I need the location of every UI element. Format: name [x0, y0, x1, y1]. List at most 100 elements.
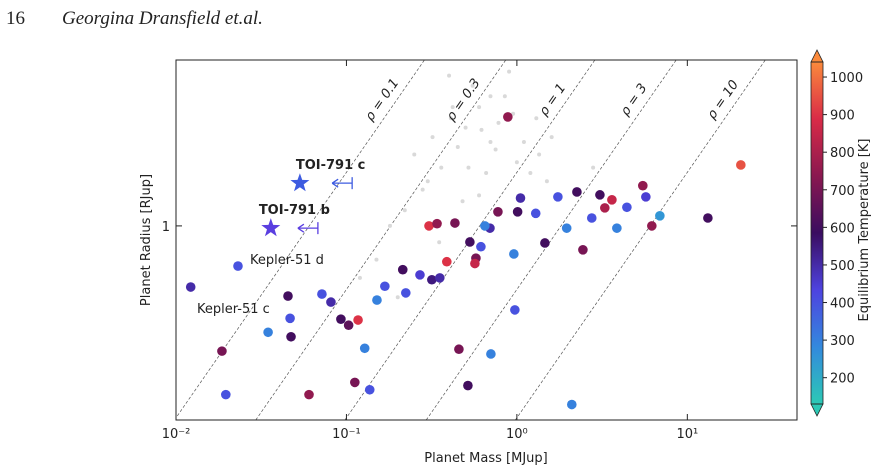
planet	[415, 270, 425, 280]
background-planet	[528, 170, 533, 175]
background-planet	[425, 179, 430, 184]
planet	[304, 389, 314, 400]
planet	[380, 281, 390, 292]
background-planet	[537, 152, 542, 157]
density-line	[515, 60, 766, 420]
background-planet	[521, 140, 526, 145]
background-planet	[488, 94, 493, 99]
planet	[476, 241, 486, 252]
colorbar-tick-label: 300	[830, 334, 855, 349]
density-line	[176, 60, 425, 419]
planet	[480, 221, 490, 231]
planet	[736, 160, 746, 170]
planet	[586, 213, 597, 223]
density-label: ρ = 1	[536, 81, 569, 119]
colorbar-tick-label: 200	[830, 372, 855, 387]
running-head: Georgina Dransfield et.al.	[62, 8, 263, 29]
planet	[364, 384, 375, 395]
background-planet	[549, 135, 554, 140]
planet	[595, 190, 605, 200]
planet	[470, 258, 480, 269]
planet	[578, 244, 588, 255]
page-number: 16	[6, 8, 25, 29]
planet	[607, 195, 617, 205]
planet	[442, 256, 452, 267]
x-tick-label: 10¹	[676, 427, 698, 442]
x-tick-label: 10⁰	[506, 427, 528, 442]
planet	[350, 377, 360, 388]
background-planet	[479, 127, 484, 132]
background-planet	[502, 94, 507, 99]
planet	[703, 213, 713, 223]
background-planet	[477, 105, 482, 110]
background-planet	[387, 223, 392, 228]
planet	[572, 187, 582, 197]
planet	[432, 218, 442, 229]
planet	[317, 289, 327, 299]
background-planet	[496, 120, 501, 125]
planet	[450, 218, 460, 228]
planet	[622, 202, 632, 213]
colorbar-tick-label: 500	[830, 259, 855, 274]
background-planet	[470, 83, 475, 88]
planet	[185, 282, 196, 292]
colorbar-extend-top	[810, 49, 824, 63]
planet	[503, 112, 513, 122]
background-planet	[448, 116, 453, 121]
planet	[509, 249, 519, 259]
planet	[372, 295, 382, 305]
planet-label: Kepler-51 d	[250, 253, 324, 268]
planet	[427, 274, 437, 285]
colorbar-tick-label: 900	[830, 109, 855, 124]
background-planet	[430, 135, 435, 140]
colorbar-tick-label: 800	[830, 146, 855, 161]
planet	[647, 221, 657, 231]
upper-limit-arrow	[331, 178, 339, 188]
planet	[397, 264, 408, 275]
planet	[286, 331, 296, 342]
colorbar-extend-bottom	[810, 403, 824, 417]
background-planet	[395, 295, 400, 300]
planet	[233, 261, 243, 271]
y-axis-label: Planet Radius [RJup]	[139, 174, 154, 306]
plot-frame	[175, 59, 798, 421]
planet	[486, 349, 496, 359]
upper-limit-arrow	[297, 223, 305, 233]
planet	[515, 193, 526, 203]
background-planet	[463, 125, 468, 130]
density-line	[255, 60, 507, 420]
background-planet	[374, 257, 379, 262]
planet-label: Kepler-51 c	[197, 302, 270, 317]
x-tick-label: 10⁻²	[162, 427, 191, 442]
highlight-label: TOI-791 c	[296, 158, 366, 173]
y-tick-label: 1	[162, 220, 170, 235]
background-planet	[591, 165, 596, 170]
density-label: ρ = 3	[618, 81, 651, 119]
planet	[353, 315, 363, 325]
planet	[221, 389, 231, 400]
background-planet	[493, 147, 498, 152]
planet	[217, 346, 227, 356]
planet	[326, 297, 336, 307]
density-label: ρ = 0.1	[362, 76, 402, 124]
density-label: ρ = 0.3	[444, 76, 484, 124]
planet	[561, 223, 572, 233]
background-planet	[412, 152, 417, 157]
planet	[263, 327, 273, 338]
density-line	[425, 60, 677, 420]
highlight-label: TOI-791 b	[259, 203, 330, 218]
planet	[512, 207, 523, 217]
planet	[463, 380, 473, 391]
colorbar-label: Equilibrium Temperature [K]	[857, 139, 872, 322]
planet	[641, 192, 651, 202]
planet	[424, 221, 434, 231]
background-planet	[514, 160, 519, 165]
background-planet	[420, 187, 425, 192]
planet	[540, 238, 550, 248]
planet	[600, 203, 610, 213]
density-label: ρ = 10	[705, 78, 742, 123]
planet	[336, 314, 346, 324]
colorbar-tick-label: 600	[830, 221, 855, 236]
background-planet	[402, 208, 407, 213]
